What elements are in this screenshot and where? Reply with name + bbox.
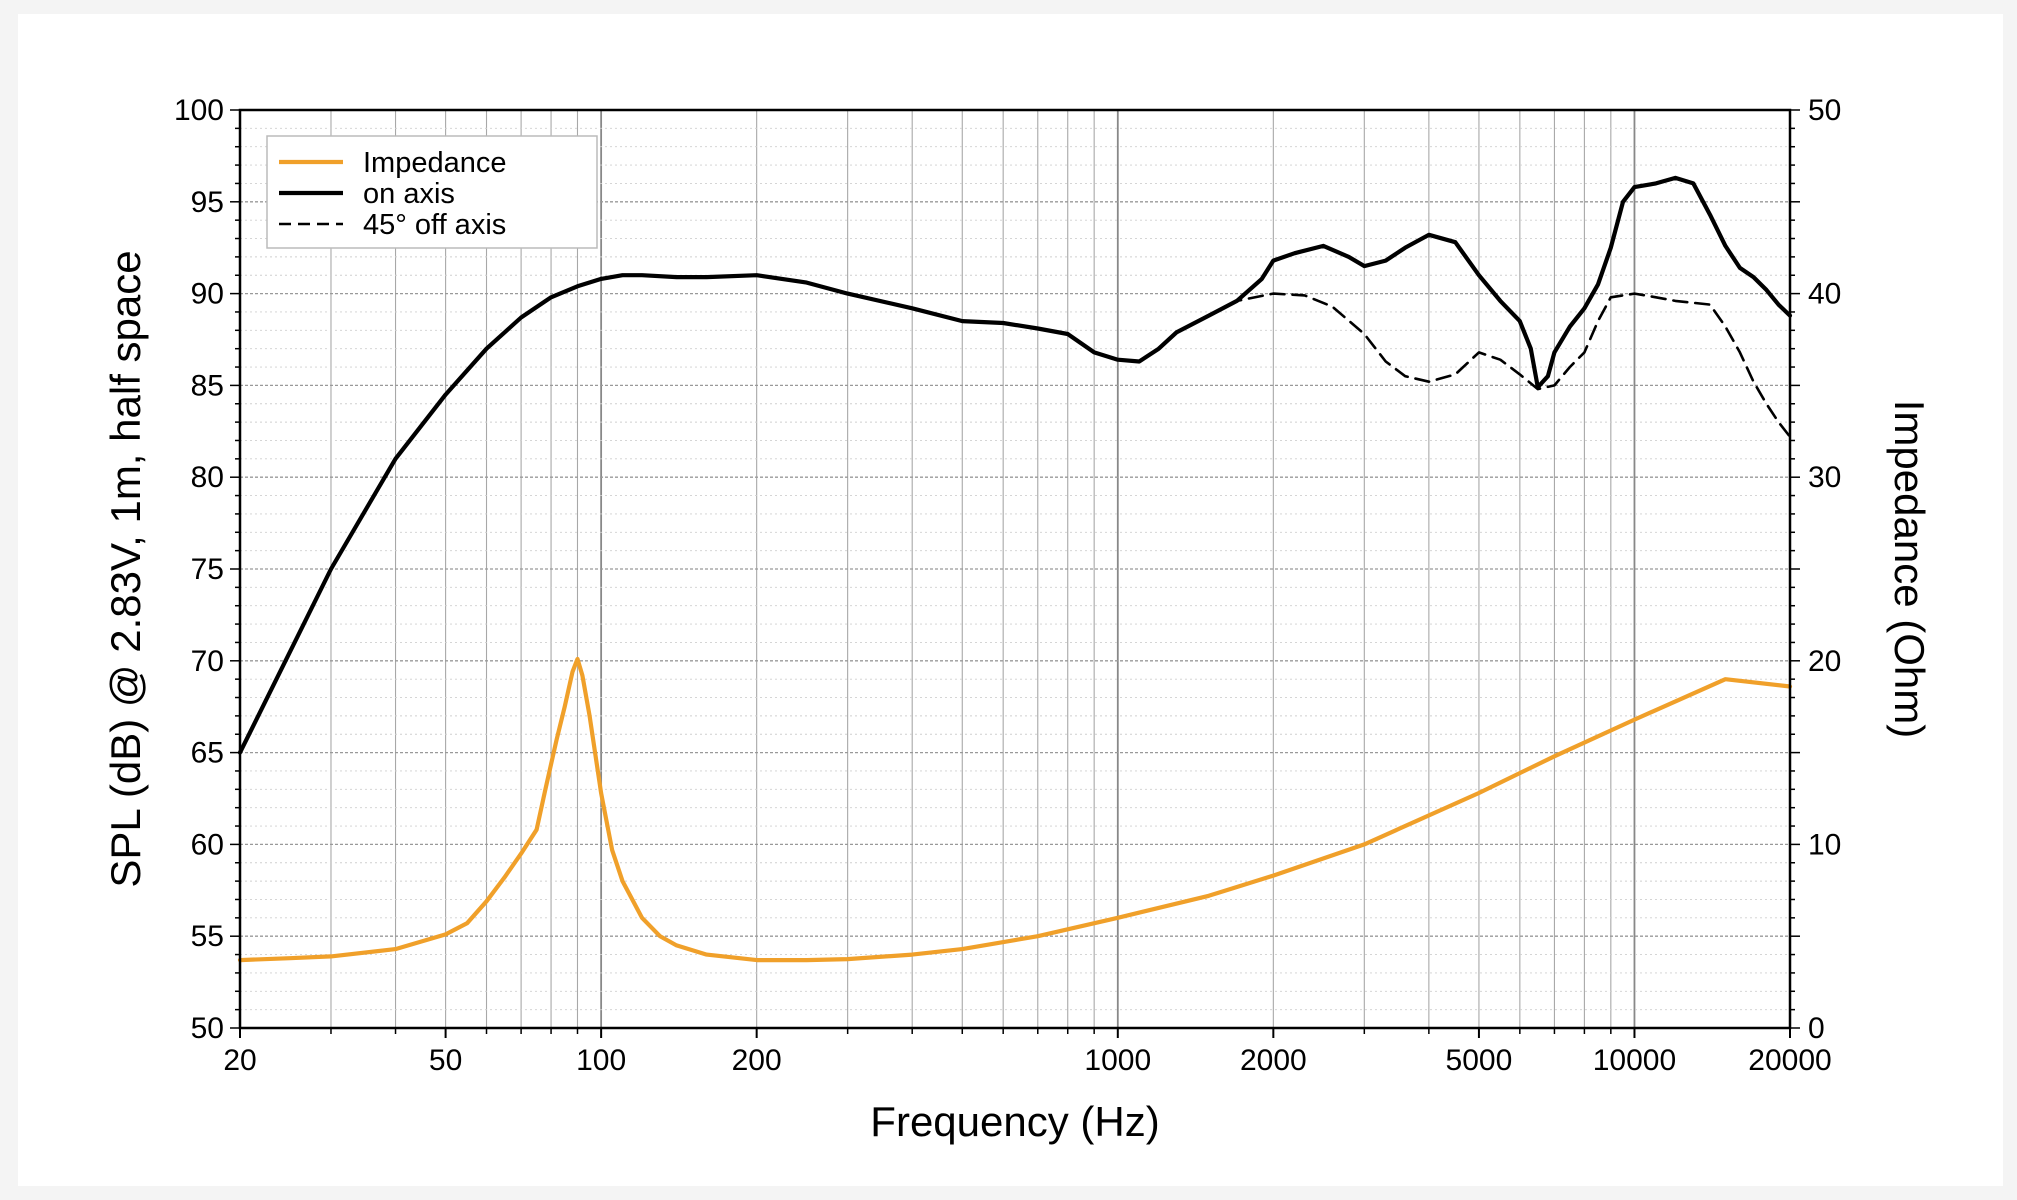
y-tick-label: 60 [191,828,224,861]
series-line-impedance [237,656,1793,963]
legend-label-impedance: Impedance [363,147,507,179]
series-line-45-off-axis [1207,292,1792,439]
legend-label-on-axis: on axis [363,178,455,210]
y-tick-label: 80 [191,461,224,494]
legend-label-off-axis: 45° off axis [363,209,506,241]
x-tick-label: 100 [576,1044,626,1077]
y-tick-label: 95 [191,186,224,219]
y-tick-label: 100 [174,94,224,127]
series-layer [237,175,1793,963]
x-tick-label: 20 [223,1044,256,1077]
grid [240,110,1790,1028]
y2-tick-label: 20 [1808,645,1841,678]
x-tick-label: 10000 [1593,1044,1676,1077]
x-tick-label: 50 [429,1044,462,1077]
y2-tick-label: 40 [1808,278,1841,311]
series-line-on-axis [237,175,1793,755]
y2-tick-label: 30 [1808,461,1841,494]
x-tick-label: 1000 [1084,1044,1151,1077]
y2-tick-label: 10 [1808,828,1841,861]
x-tick-label: 200 [732,1044,782,1077]
y-tick-label: 85 [191,369,224,402]
legend: Impedance on axis 45° off axis [266,135,598,249]
y-axis-label: SPL (dB) @ 2.83V, 1m, half space [102,250,149,887]
y-tick-label: 65 [191,737,224,770]
y2-tick-label: 50 [1808,94,1841,127]
x-axis-label: Frequency (Hz) [870,1098,1159,1145]
y2-axis-label: Impedance (Ohm) [1886,400,1933,738]
y-tick-label: 90 [191,278,224,311]
x-tick-label: 2000 [1240,1044,1307,1077]
y2-tick-label: 0 [1808,1012,1825,1045]
y-tick-label: 70 [191,645,224,678]
ticks: 20 50 100 200 1000 2000 5000 10000 2000050556065… [174,94,1841,1077]
x-tick-label: 5000 [1446,1044,1513,1077]
y-tick-label: 55 [191,920,224,953]
x-tick-label: 20000 [1748,1044,1831,1077]
y-tick-label: 50 [191,1012,224,1045]
y-tick-label: 75 [191,553,224,586]
